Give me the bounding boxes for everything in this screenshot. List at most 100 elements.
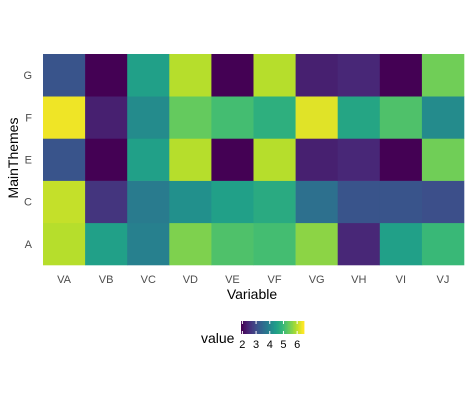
heatmap-cell-f-vg: [295, 96, 338, 139]
x-tick-label: VA: [57, 274, 72, 286]
heatmap-cell-c-vd: [169, 180, 212, 224]
x-tick-label: VI: [396, 274, 406, 286]
heatmap-cell-c-vg: [295, 180, 338, 224]
legend-color-step: [242, 321, 245, 334]
heatmap-cell-e-vg: [295, 138, 338, 181]
heatmap-cell-g-vh: [337, 54, 381, 97]
heatmap-cell-a-vg: [295, 222, 338, 266]
heatmap-cell-g-vc: [127, 54, 170, 97]
legend-color-step: [252, 321, 255, 334]
legend-tick-label: 3: [253, 339, 259, 351]
heatmap-cells: [43, 54, 465, 266]
legend-color-step: [289, 321, 292, 334]
heatmap-cell-c-va: [43, 180, 86, 224]
heatmap-cell-c-vf: [253, 180, 296, 224]
legend-color-step: [245, 321, 248, 334]
y-tick-label: C: [24, 197, 32, 209]
heatmap-cell-e-vf: [253, 138, 296, 181]
legend-color-step: [281, 321, 284, 334]
legend-color-step: [248, 321, 251, 334]
x-tick-label: VG: [309, 274, 325, 286]
legend-title: value: [201, 330, 235, 346]
heatmap-cell-g-vf: [253, 54, 296, 97]
heatmap-cell-g-vj: [421, 54, 465, 97]
heatmap-cell-a-vc: [127, 222, 170, 266]
legend-tick-label: 6: [294, 339, 300, 351]
legend-color-step: [269, 321, 272, 334]
legend-color-step: [256, 321, 259, 334]
heatmap-cell-c-vb: [85, 180, 128, 224]
legend-color-step: [292, 321, 295, 334]
x-tick-label: VF: [268, 274, 282, 286]
x-tick-label: VD: [183, 274, 198, 286]
legend-color-step: [299, 321, 302, 334]
legend-color-step: [261, 321, 264, 334]
legend-color-step: [270, 321, 273, 334]
legend-color-step: [291, 321, 294, 334]
legend-color-step: [255, 321, 258, 334]
legend-color-step: [250, 321, 253, 334]
legend-color-step: [241, 321, 243, 334]
legend-color-step: [297, 321, 300, 334]
heatmap-cell-e-vd: [169, 138, 212, 181]
heatmap-cell-g-ve: [211, 54, 254, 97]
heatmap-cell-e-vi: [379, 138, 423, 181]
heatmap-cell-c-vc: [127, 180, 170, 224]
heatmap-cell-a-va: [43, 222, 86, 266]
y-tick-label: F: [25, 112, 32, 124]
legend-color-step: [288, 321, 291, 334]
x-tick-label: VB: [99, 274, 114, 286]
heatmap-cell-g-vi: [379, 54, 423, 97]
legend-color-step: [247, 321, 250, 334]
heatmap-cell-e-ve: [211, 138, 254, 181]
y-tick-label: G: [23, 70, 32, 82]
y-axis-title: MainThemes: [5, 118, 21, 199]
legend-color-step: [259, 321, 262, 334]
heatmap-cell-f-vh: [337, 96, 381, 139]
x-tick-label: VC: [141, 274, 156, 286]
legend-color-step: [286, 321, 289, 334]
legend-color-step: [296, 321, 299, 334]
legend-color-step: [266, 321, 269, 334]
heatmap-cell-f-vc: [127, 96, 170, 139]
heatmap-cell-e-va: [43, 138, 86, 181]
legend-color-step: [302, 321, 305, 334]
legend-color-step: [275, 321, 278, 334]
heatmap-cell-f-ve: [211, 96, 254, 139]
legend-color-step: [283, 321, 286, 334]
x-tick-label: VE: [225, 274, 240, 286]
heatmap-cell-a-ve: [211, 222, 254, 266]
x-tick-label: VH: [351, 274, 366, 286]
heatmap-cell-e-vj: [421, 138, 465, 181]
legend-tick-label: 5: [280, 339, 286, 351]
heatmap-cell-e-vc: [127, 138, 170, 181]
heatmap-cell-a-vd: [169, 222, 212, 266]
heatmap-cell-g-vd: [169, 54, 212, 97]
heatmap-cell-f-vd: [169, 96, 212, 139]
x-tick-label: VJ: [437, 274, 450, 286]
y-tick-label: E: [25, 155, 32, 167]
heatmap-cell-g-va: [43, 54, 86, 97]
heatmap-cell-f-vb: [85, 96, 128, 139]
heatmap-cell-f-vf: [253, 96, 296, 139]
heatmap-cell-a-vf: [253, 222, 296, 266]
legend-color-step: [294, 321, 297, 334]
heatmap-cell-c-vh: [337, 180, 381, 224]
heatmap-cell-e-vb: [85, 138, 128, 181]
heatmap-cell-a-vi: [379, 222, 423, 266]
heatmap-cell-a-vh: [337, 222, 381, 266]
x-axis-tick-labels: VA VB VC VD VE VF VG VH VI VJ: [57, 274, 449, 286]
y-tick-label: A: [25, 239, 33, 251]
legend-color-step: [258, 321, 261, 334]
legend-color-step: [280, 321, 283, 334]
legend-color-step: [267, 321, 270, 334]
legend-color-step: [253, 321, 256, 334]
heatmap-cell-f-vi: [379, 96, 423, 139]
heatmap-cell-e-vh: [337, 138, 381, 181]
legend-color-step: [285, 321, 288, 334]
legend-tick-label: 4: [267, 339, 273, 351]
heatmap-cell-c-ve: [211, 180, 254, 224]
